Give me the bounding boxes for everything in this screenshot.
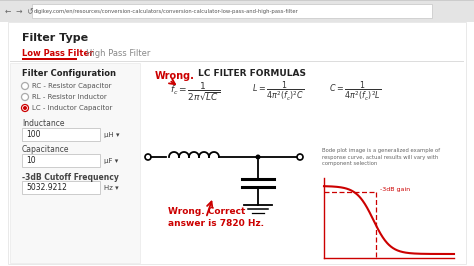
Text: Filter Configuration: Filter Configuration: [22, 69, 116, 78]
Text: $C = \dfrac{1}{4\pi^2(f_c)^2L}$: $C = \dfrac{1}{4\pi^2(f_c)^2L}$: [329, 79, 381, 103]
Text: ←  →  ↺: ← → ↺: [5, 6, 34, 15]
Text: Low Pass Filter: Low Pass Filter: [22, 49, 93, 59]
Circle shape: [21, 105, 28, 111]
Bar: [32, 4, 432, 18]
Bar: [10, 63, 140, 263]
Bar: [22, 154, 100, 167]
Bar: [22, 181, 100, 194]
Text: 10: 10: [26, 156, 36, 165]
Circle shape: [145, 154, 151, 160]
Bar: [10, 61, 464, 62]
Text: -3dB Cutoff Frequency: -3dB Cutoff Frequency: [22, 172, 119, 181]
Text: Bode plot image is a generalized example of
response curve, actual results will : Bode plot image is a generalized example…: [322, 148, 440, 166]
Text: $L = \dfrac{1}{4\pi^2(f_c)^2C}$: $L = \dfrac{1}{4\pi^2(f_c)^2C}$: [252, 79, 304, 103]
Text: μH ▾: μH ▾: [104, 131, 119, 138]
Text: Filter Type: Filter Type: [22, 33, 88, 43]
Text: μF ▾: μF ▾: [104, 157, 118, 164]
Bar: [22, 58, 77, 60]
Bar: [0, 0, 474, 1]
Circle shape: [21, 82, 28, 89]
Circle shape: [23, 106, 27, 110]
Text: $f_c = \dfrac{1}{2\pi\sqrt{LC}}$: $f_c = \dfrac{1}{2\pi\sqrt{LC}}$: [170, 80, 220, 102]
Text: 5032.9212: 5032.9212: [26, 183, 67, 192]
Circle shape: [297, 154, 303, 160]
Text: Hz ▾: Hz ▾: [104, 185, 118, 190]
Text: RC - Resistor Capacitor: RC - Resistor Capacitor: [32, 83, 111, 89]
Circle shape: [255, 155, 261, 160]
Circle shape: [21, 94, 28, 101]
Text: -3dB gain: -3dB gain: [381, 186, 410, 192]
Text: Wrong. Correct
answer is 7820 Hz.: Wrong. Correct answer is 7820 Hz.: [168, 207, 264, 228]
Text: LC - Inductor Capacitor: LC - Inductor Capacitor: [32, 105, 112, 111]
Text: Wrong.: Wrong.: [155, 71, 195, 81]
Text: LC FILTER FORMULAS: LC FILTER FORMULAS: [198, 69, 306, 77]
Text: High Pass Filter: High Pass Filter: [86, 49, 150, 59]
Bar: [0, 0, 474, 22]
Text: Inductance: Inductance: [22, 119, 64, 128]
Text: Capacitance: Capacitance: [22, 146, 70, 155]
Text: 100: 100: [26, 130, 40, 139]
Text: digikey.com/en/resources/conversion-calculators/conversion-calculator-low-pass-a: digikey.com/en/resources/conversion-calc…: [34, 9, 299, 14]
Text: RL - Resistor Inductor: RL - Resistor Inductor: [32, 94, 107, 100]
Bar: [22, 128, 100, 141]
